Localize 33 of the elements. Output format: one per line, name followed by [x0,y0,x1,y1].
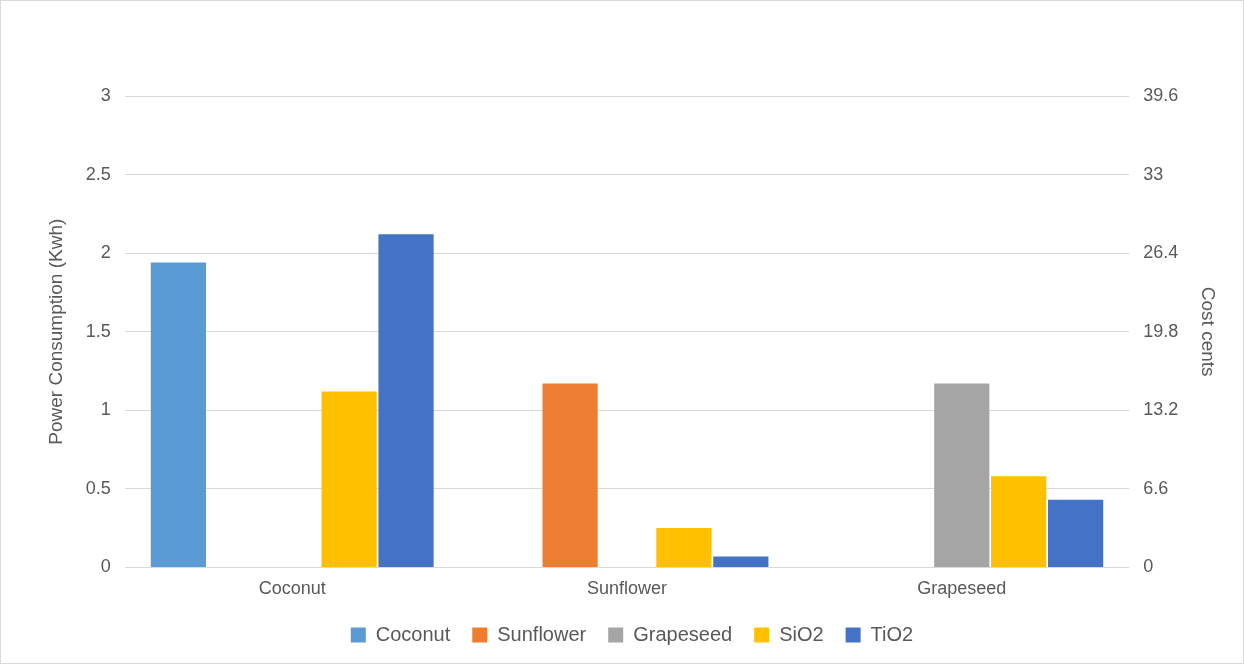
y-axis-title: Power Consumption (Kwh) [44,218,66,445]
bar [321,391,377,567]
y2-tick-label: 26.4 [1143,242,1179,263]
y-tick-label: 0 [100,556,111,577]
bar [934,383,990,567]
y2-tick-label: 39.6 [1143,84,1179,105]
bar [1048,499,1104,567]
y-tick-label: 3 [100,84,111,105]
bar [150,262,206,567]
y-tick-label: 2.5 [85,163,111,184]
legend-label: Sunflower [497,622,587,645]
y2-tick-label: 19.8 [1143,320,1179,341]
y2-axis-title: Cost cents [1198,286,1220,377]
y-tick-label: 0.5 [85,477,111,498]
y-tick-label: 1.5 [85,320,111,341]
y2-tick-label: 6.6 [1143,477,1169,498]
bar [542,383,598,567]
legend-label: TiO2 [870,622,914,645]
legend-label: SiO2 [779,622,824,645]
y-tick-label: 2 [100,242,111,263]
y2-tick-label: 33 [1143,163,1164,184]
bar [656,528,712,567]
legend-label: Coconut [375,622,451,645]
legend-label: Grapeseed [633,622,733,645]
bar [991,476,1047,567]
y2-tick-label: 13.2 [1143,399,1179,420]
x-tick-label: Coconut [258,578,326,599]
y2-tick-label: 0 [1143,556,1154,577]
x-tick-label: Sunflower [586,578,668,599]
bar [713,556,769,567]
y-tick-label: 1 [100,399,111,420]
x-tick-label: Grapeseed [917,578,1007,599]
bar [378,234,434,567]
